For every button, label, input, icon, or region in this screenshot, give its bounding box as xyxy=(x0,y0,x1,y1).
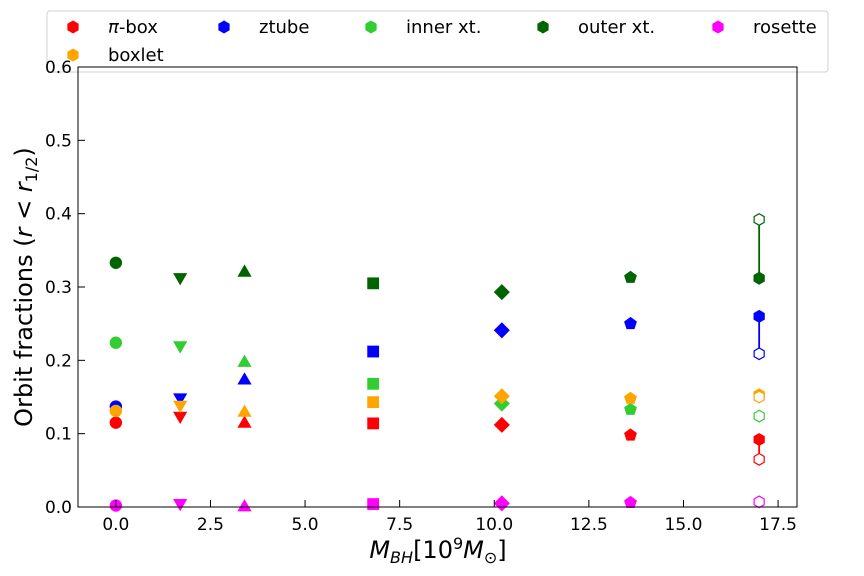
open-data-point xyxy=(753,495,765,509)
data-point xyxy=(753,271,765,285)
data-point xyxy=(237,372,252,385)
y-tick-label: 0.4 xyxy=(45,205,72,225)
open-data-point xyxy=(753,347,765,361)
open-data-point xyxy=(753,409,765,423)
data-point xyxy=(237,264,252,277)
plot-area xyxy=(109,213,765,512)
legend: π-box ztube inner xt. outer xt. rosette boxle… xyxy=(46,10,829,73)
legend-entry-ztube: ztube xyxy=(218,17,309,38)
series-inner-xt xyxy=(109,336,765,423)
x-axis-title: MBH[109M⊙] xyxy=(369,534,506,567)
y-axis-title: Orbit fractions (r < r1/2) xyxy=(10,147,41,427)
data-point xyxy=(367,377,380,390)
y-tick-label: 0.1 xyxy=(45,425,72,445)
series-box xyxy=(109,411,765,466)
data-point xyxy=(109,256,123,269)
legend-label: inner xt. xyxy=(406,17,481,38)
y-tick-label: 0.6 xyxy=(45,58,72,78)
data-point xyxy=(367,498,380,510)
series-boxlet xyxy=(109,388,765,418)
x-tick-label: 12.5 xyxy=(570,515,608,535)
data-point xyxy=(493,416,510,433)
data-point xyxy=(173,393,188,406)
data-point xyxy=(109,336,123,349)
data-point xyxy=(493,388,510,405)
data-point xyxy=(753,309,765,323)
axes: 0.0 2.5 5.0 7.5 10.0 12.5 15.0 17.5 0.0 0.1 0.2 0.3… xyxy=(45,58,798,535)
x-tick-label: 5.0 xyxy=(292,515,319,535)
data-point xyxy=(367,417,380,430)
legend-marker xyxy=(712,20,724,34)
x-tick-label: 0.0 xyxy=(102,515,129,535)
legend-marker xyxy=(67,48,79,62)
y-tick-label: 0.3 xyxy=(45,278,72,298)
x-tick-label: 10.0 xyxy=(475,515,513,535)
data-point xyxy=(367,345,380,358)
legend-entry-rosette: rosette xyxy=(712,17,817,38)
legend-label: outer xt. xyxy=(578,17,655,38)
data-point xyxy=(237,415,252,428)
data-point xyxy=(173,400,188,413)
legend-marker xyxy=(365,20,377,34)
data-point xyxy=(237,499,252,512)
legend-marker xyxy=(67,20,79,34)
data-point xyxy=(624,428,637,441)
y-tick-label: 0.5 xyxy=(45,131,72,151)
data-point xyxy=(173,498,188,512)
data-point xyxy=(173,341,188,354)
legend-box xyxy=(46,10,829,73)
data-point xyxy=(753,433,765,447)
series-outer-xt xyxy=(109,213,765,301)
series-rosette xyxy=(109,495,765,512)
open-data-point xyxy=(753,390,765,404)
open-data-point xyxy=(753,452,765,466)
data-point xyxy=(624,391,637,404)
x-tick-label: 7.5 xyxy=(386,515,413,535)
data-point xyxy=(624,495,637,509)
x-tick-label: 17.5 xyxy=(759,515,797,535)
legend-entry-box: π-box xyxy=(67,17,158,38)
data-point xyxy=(173,411,188,424)
data-point xyxy=(237,354,252,367)
y-tick-label: 0.2 xyxy=(45,351,72,371)
x-tick-label: 2.5 xyxy=(197,515,224,535)
data-point xyxy=(367,277,380,290)
legend-label: rosette xyxy=(753,17,817,38)
legend-label: ztube xyxy=(259,17,309,38)
legend-entry-boxlet: boxlet xyxy=(67,45,164,66)
data-point xyxy=(624,316,637,330)
data-point xyxy=(493,284,510,301)
y-tick-label: 0.0 xyxy=(45,498,72,518)
legend-entry-inner-xt: inner xt. xyxy=(365,17,481,38)
data-point xyxy=(624,402,637,415)
data-point xyxy=(493,495,510,512)
data-point xyxy=(237,404,252,417)
legend-marker xyxy=(537,20,549,34)
data-point xyxy=(624,270,637,283)
data-point xyxy=(367,396,380,409)
legend-marker xyxy=(218,20,230,34)
legend-label: boxlet xyxy=(108,45,164,66)
series-ztube xyxy=(109,309,765,413)
plot-frame xyxy=(77,66,798,508)
data-point xyxy=(109,416,123,429)
open-data-point xyxy=(753,213,765,227)
x-tick-label: 15.0 xyxy=(665,515,703,535)
legend-entry-outer-xt: outer xt. xyxy=(537,17,655,38)
legend-label: π-box xyxy=(108,17,158,38)
data-point xyxy=(173,273,188,286)
data-point xyxy=(493,322,510,339)
data-point xyxy=(109,404,123,418)
